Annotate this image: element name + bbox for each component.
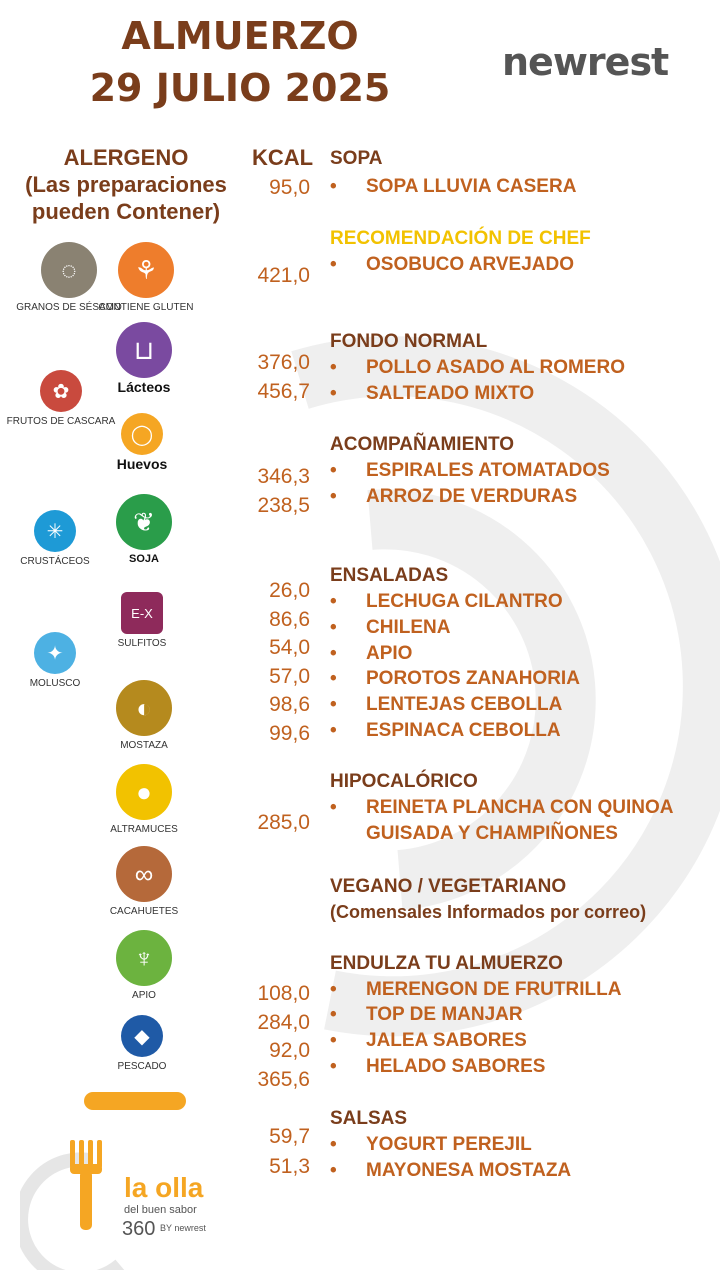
category-acompanamiento: ACOMPAÑAMIENTO — [330, 434, 515, 455]
category-postres: ENDULZA TU ALMUERZO — [330, 953, 563, 974]
category-chef: RECOMENDACIÓN DE CHEF — [330, 228, 591, 249]
la-olla-tagline: del buen sabor — [124, 1204, 197, 1216]
menu-item: • POROTOS ZANAHORIA — [330, 668, 580, 689]
kcal-value: 365,6 — [257, 1068, 310, 1091]
fish-icon: ◆ — [121, 1015, 163, 1057]
allergen-molusco: ✦ MOLUSCO — [0, 632, 110, 689]
allergen-altramuces: ● ALTRAMUCES — [89, 764, 199, 835]
menu-item: • YOGURT PEREJIL — [330, 1134, 532, 1155]
la-olla-360: 360 — [122, 1218, 156, 1240]
allergen-lacteos: ⊔ Lácteos — [89, 322, 199, 394]
allergen-soja: ❦ SOJA — [89, 494, 199, 565]
menu-item: • TOP DE MANJAR — [330, 1004, 523, 1025]
allergen-cacahuetes: ∞ CACAHUETES — [89, 846, 199, 917]
menu-item: • MERENGON DE FRUTRILLA — [330, 979, 622, 1000]
kcal-value: 284,0 — [257, 1011, 310, 1034]
allergen-sesame: ◌ GRANOS DE SÉSAMO — [14, 242, 124, 313]
kcal-value: 86,6 — [269, 608, 310, 631]
menu-item-continued: GUISADA Y CHAMPIÑONES — [366, 823, 618, 844]
kcal-value: 51,3 — [269, 1155, 310, 1178]
kcal-value: 98,6 — [269, 693, 310, 716]
la-olla-by: BY newrest — [160, 1223, 206, 1233]
wheat-icon: ⚘ — [118, 242, 174, 298]
kcal-value: 238,5 — [257, 494, 310, 517]
menu-item: • CHILENA — [330, 617, 451, 638]
menu-item: • OSOBUCO ARVEJADO — [330, 254, 574, 275]
kcal-value: 285,0 — [257, 811, 310, 834]
celery-icon: ♆ — [116, 930, 172, 986]
menu-item: • ESPIRALES ATOMATADOS — [330, 460, 610, 481]
allergen-pescado: ◆ PESCADO — [87, 1015, 197, 1072]
allergen-apio: ♆ APIO — [89, 930, 199, 1001]
menu-item: • HELADO SABORES — [330, 1056, 546, 1077]
menu-item: • MAYONESA MOSTAZA — [330, 1160, 572, 1181]
menu-item: • REINETA PLANCHA CON QUINOA — [330, 797, 674, 818]
allergen-sulfitos: E-X SULFITOS — [87, 592, 197, 649]
egg-icon: ◯ — [121, 413, 163, 455]
sesame-icon: ◌ — [41, 242, 97, 298]
menu-item: • SALTEADO MIXTO — [330, 383, 535, 404]
category-vegano: VEGANO / VEGETARIANO — [330, 876, 567, 897]
category-sopa: SOPA — [330, 148, 383, 169]
menu-item: • APIO — [330, 643, 413, 664]
la-olla-logo — [20, 1140, 125, 1270]
allergen-mostaza: ◐ MOSTAZA — [89, 680, 199, 751]
lupin-icon: ● — [116, 764, 172, 820]
walnut-icon: ✿ — [40, 370, 82, 412]
kcal-value: 99,6 — [269, 722, 310, 745]
menu-item: • ARROZ DE VERDURAS — [330, 486, 578, 507]
orange-divider — [84, 1092, 186, 1110]
category-ensaladas: ENSALADAS — [330, 565, 449, 586]
la-olla-name: la olla — [124, 1172, 204, 1203]
kcal-value: 376,0 — [257, 351, 310, 374]
menu-item: • LENTEJAS CEBOLLA — [330, 694, 563, 715]
category-salsas: SALSAS — [330, 1108, 408, 1129]
menu-item: • POLLO ASADO AL ROMERO — [330, 357, 625, 378]
menu-item: • JALEA SABORES — [330, 1030, 527, 1051]
vegano-note: (Comensales Informados por correo) — [330, 902, 647, 922]
alergeno-header: ALERGENO (Las preparaciones pueden Conte… — [25, 145, 227, 224]
allergen-frutos-cascara: ✿ FRUTOS DE CASCARA — [6, 370, 116, 427]
newrest-logo: newrest — [502, 40, 669, 84]
menu-date: 29 JULIO 2025 — [89, 66, 391, 110]
kcal-value: 57,0 — [269, 665, 310, 688]
soy-leaf-icon: ❦ — [116, 494, 172, 550]
allergen-huevos: ◯ Huevos — [87, 413, 197, 471]
category-hipocalorico: HIPOCALÓRICO — [330, 771, 478, 792]
allergen-crustaceos: ✳ CRUSTÁCEOS — [0, 510, 110, 567]
mustard-icon: ◐ — [116, 680, 172, 736]
kcal-value: 59,7 — [269, 1125, 310, 1148]
menu-item: • LECHUGA CILANTRO — [330, 591, 563, 612]
category-fondo-normal: FONDO NORMAL — [330, 331, 488, 352]
kcal-value: 54,0 — [269, 636, 310, 659]
kcal-value: 26,0 — [269, 579, 310, 602]
kcal-value: 421,0 — [257, 264, 310, 287]
menu-item: • ESPINACA CEBOLLA — [330, 720, 561, 741]
kcal-value: 456,7 — [257, 380, 310, 403]
shell-icon: ✦ — [34, 632, 76, 674]
menu-item: • SOPA LLUVIA CASERA — [330, 176, 577, 197]
milk-jug-icon: ⊔ — [116, 322, 172, 378]
kcal-header: KCAL — [252, 145, 314, 170]
peanut-icon: ∞ — [116, 846, 172, 902]
kcal-value: 92,0 — [269, 1039, 310, 1062]
chemical-icon: E-X — [121, 592, 163, 634]
crab-icon: ✳ — [34, 510, 76, 552]
allergen-gluten: ⚘ CONTIENE GLUTEN — [91, 242, 201, 313]
kcal-value: 346,3 — [257, 465, 310, 488]
kcal-value: 95,0 — [269, 176, 310, 199]
page-title: ALMUERZO — [121, 14, 359, 58]
kcal-value: 108,0 — [257, 982, 310, 1005]
